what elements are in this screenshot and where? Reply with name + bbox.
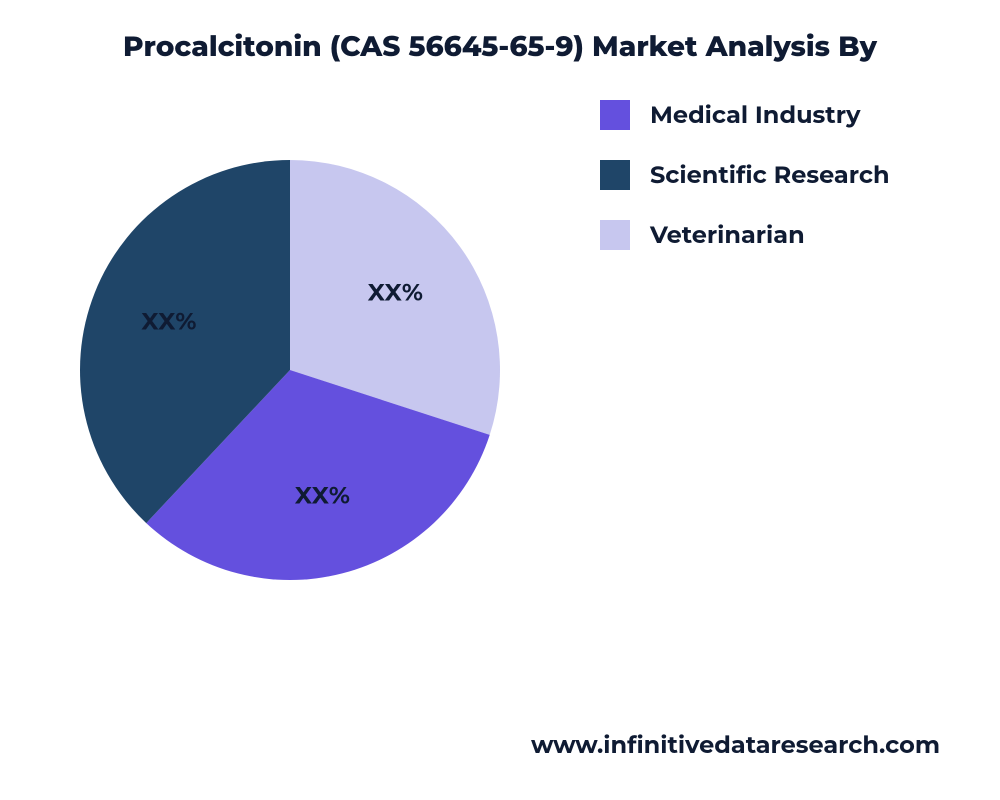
- pie-svg: [40, 120, 540, 620]
- legend-label: Veterinarian: [650, 221, 805, 250]
- legend-label: Scientific Research: [650, 161, 890, 190]
- pie-slice-label: XX%: [295, 482, 350, 511]
- chart-title: Procalcitonin (CAS 56645-65-9) Market An…: [0, 30, 1000, 64]
- footer-url: www.infinitivedataresearch.com: [531, 731, 940, 760]
- legend-item-medical-industry: Medical Industry: [600, 100, 980, 130]
- pie-chart: XX% XX% XX%: [40, 120, 540, 620]
- pie-slice-label: XX%: [141, 308, 196, 337]
- legend: Medical Industry Scientific Research Vet…: [600, 100, 980, 280]
- legend-swatch: [600, 220, 630, 250]
- legend-swatch: [600, 100, 630, 130]
- legend-item-scientific-research: Scientific Research: [600, 160, 980, 190]
- pie-slice-label: XX%: [368, 279, 423, 308]
- legend-swatch: [600, 160, 630, 190]
- legend-item-veterinarian: Veterinarian: [600, 220, 980, 250]
- legend-label: Medical Industry: [650, 101, 860, 130]
